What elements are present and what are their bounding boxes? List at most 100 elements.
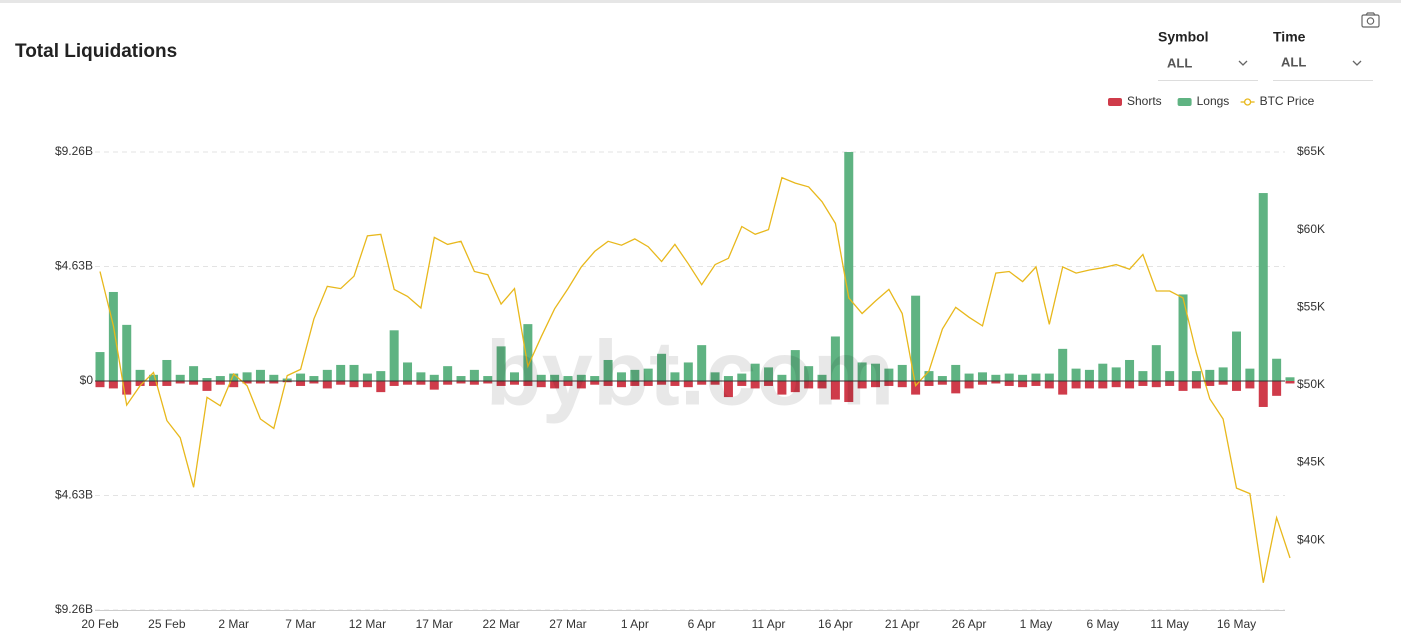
- bar: [1125, 359, 1135, 381]
- bar: [817, 381, 827, 389]
- bar: [162, 381, 172, 386]
- bar: [443, 381, 453, 385]
- bar: [1232, 381, 1242, 391]
- bar: [309, 376, 319, 381]
- legend-swatch: [1108, 98, 1122, 106]
- camera-lens: [1366, 17, 1375, 25]
- bar: [1044, 381, 1054, 389]
- legend-swatch: [1177, 98, 1192, 106]
- bar: [1138, 371, 1148, 381]
- bar: [1111, 367, 1121, 381]
- bar: [897, 364, 907, 381]
- chart-title: Total Liquidations: [15, 41, 177, 62]
- bar: [215, 376, 225, 381]
- bar: [710, 372, 720, 381]
- bar: [282, 378, 292, 381]
- camera-body: [1361, 14, 1380, 28]
- bar: [322, 381, 332, 389]
- y2-tick-label: $40K: [1297, 532, 1325, 546]
- bar: [456, 376, 466, 381]
- bar: [884, 368, 894, 381]
- screenshot-button[interactable]: [1361, 12, 1380, 28]
- bar: [443, 366, 453, 381]
- time-select[interactable]: Time ALL: [1273, 29, 1373, 81]
- bar: [951, 381, 961, 394]
- bar: [282, 381, 292, 383]
- legend-swatch-dot: [1243, 98, 1252, 106]
- bar: [576, 381, 586, 389]
- bar: [897, 381, 907, 388]
- legend-label: Shorts: [1127, 94, 1162, 108]
- bar: [229, 373, 239, 381]
- bar: [349, 364, 359, 381]
- bar: [550, 374, 560, 381]
- bar: [269, 381, 279, 384]
- bar: [255, 381, 265, 384]
- y-tick-label: $4.63B: [55, 488, 93, 502]
- bar: [1004, 373, 1014, 381]
- bar: [750, 363, 760, 381]
- bar: [830, 381, 840, 400]
- bar: [1218, 367, 1228, 381]
- bar: [590, 376, 600, 381]
- x-tick-label: 27 Mar: [549, 617, 586, 631]
- bar: [697, 345, 707, 381]
- x-tick-label: 1 Apr: [621, 617, 649, 631]
- y2-tick-label: $50K: [1297, 377, 1325, 391]
- bar: [1272, 381, 1282, 396]
- bar: [616, 372, 626, 381]
- y2-tick-label: $65K: [1297, 144, 1325, 158]
- bar: [1031, 373, 1041, 381]
- bar: [1058, 381, 1068, 395]
- bar: [1138, 381, 1148, 386]
- x-tick-label: 7 Mar: [285, 617, 316, 631]
- bar: [1058, 348, 1068, 381]
- chevron: [1238, 60, 1248, 66]
- bar: [95, 352, 105, 381]
- bar: [844, 381, 854, 403]
- bar: [175, 381, 185, 384]
- bar: [1031, 381, 1041, 386]
- bar: [202, 381, 212, 391]
- bar: [523, 324, 533, 381]
- bar: [777, 381, 787, 395]
- x-tick-label: 26 Apr: [952, 617, 987, 631]
- legend-item: BTC Price: [1240, 94, 1315, 108]
- bar: [362, 381, 372, 388]
- bar: [884, 381, 894, 386]
- bar: [376, 381, 386, 393]
- bar: [937, 376, 947, 381]
- bar: [336, 381, 346, 385]
- bar: [1178, 294, 1188, 381]
- bar: [255, 369, 265, 381]
- bar: [309, 381, 319, 384]
- bar: [483, 376, 493, 381]
- bar: [737, 381, 747, 386]
- bar: [723, 381, 733, 398]
- bar: [242, 381, 252, 384]
- x-tick-label: 2 Mar: [218, 617, 249, 631]
- bar: [496, 346, 506, 381]
- bar: [817, 374, 827, 381]
- bar: [389, 330, 399, 381]
- bar: [1098, 381, 1108, 389]
- y2-tick-label: $60K: [1297, 222, 1325, 236]
- bar: [349, 381, 359, 388]
- bar: [1272, 358, 1282, 381]
- bar: [790, 350, 800, 381]
- camera-top: [1365, 12, 1376, 16]
- bar: [683, 362, 693, 381]
- bar: [296, 381, 306, 386]
- bar: [603, 381, 613, 386]
- symbol-select[interactable]: Symbol ALL: [1158, 29, 1258, 81]
- bar: [670, 381, 680, 386]
- bar: [456, 381, 466, 384]
- legend-item: Shorts: [1108, 94, 1162, 108]
- bar: [911, 381, 921, 395]
- bar: [977, 381, 987, 385]
- bar: [764, 381, 774, 386]
- bar: [175, 374, 185, 381]
- x-tick-label: 1 May: [1020, 617, 1053, 631]
- bar: [509, 372, 519, 381]
